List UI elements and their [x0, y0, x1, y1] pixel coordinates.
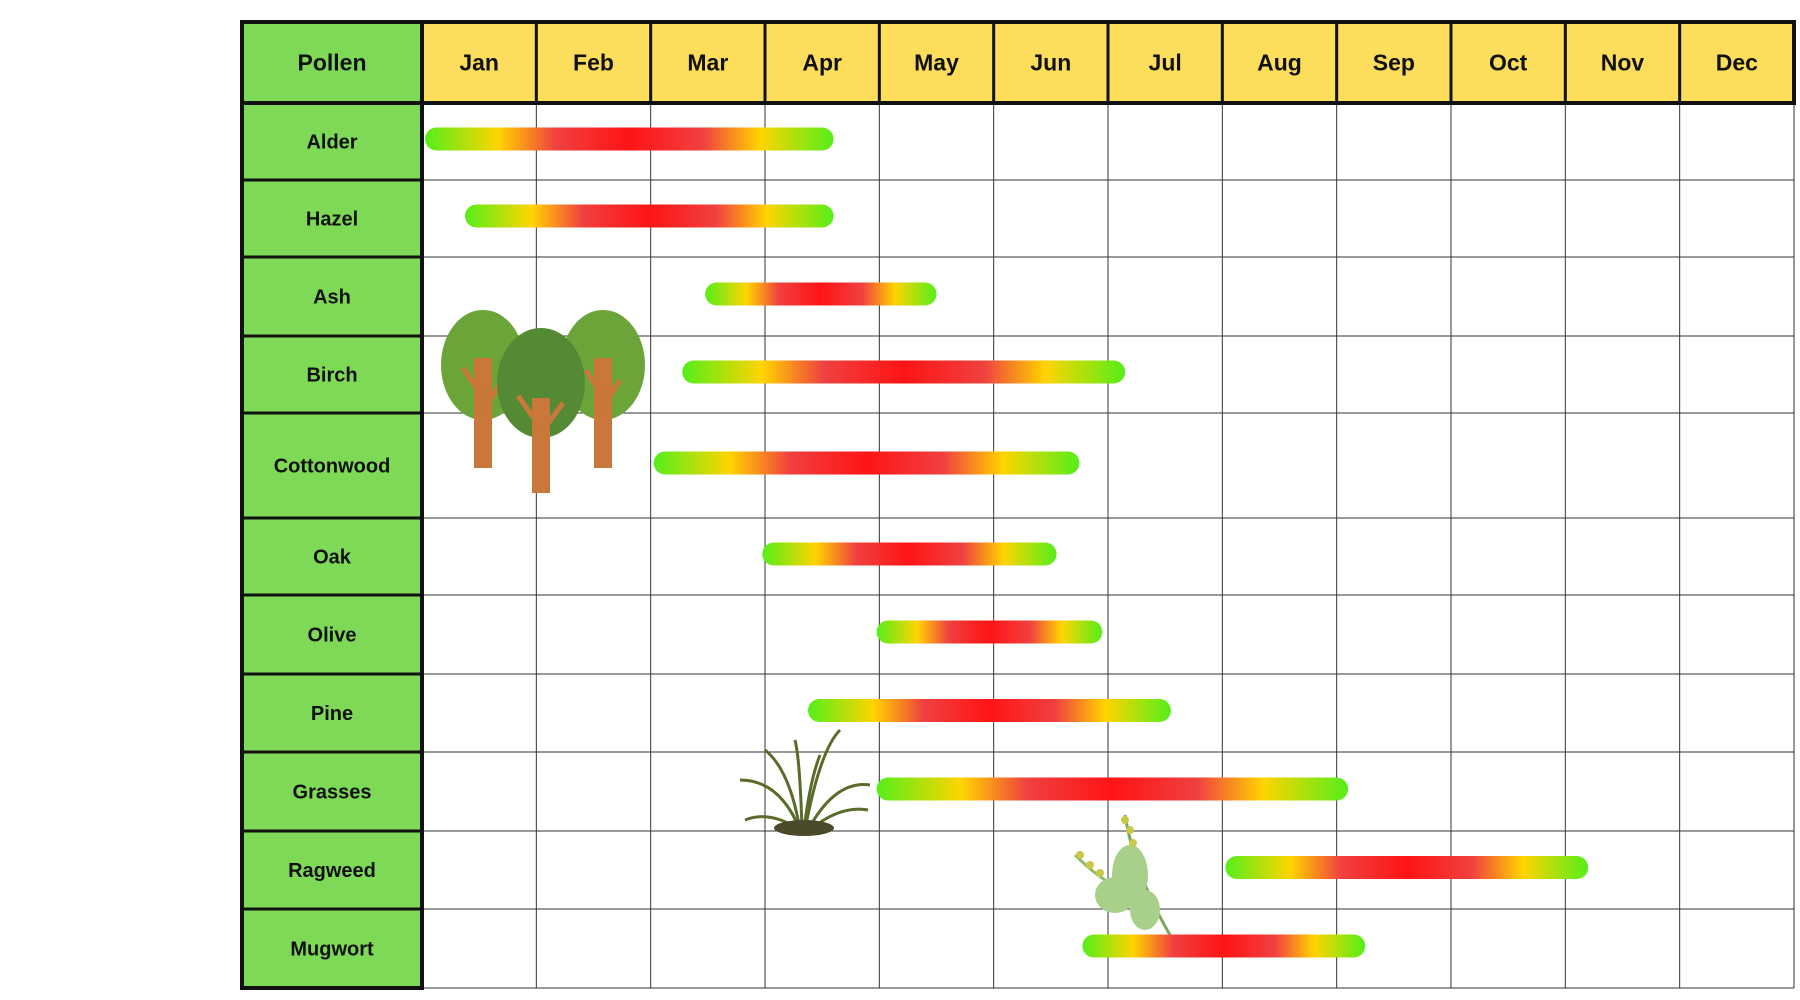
season-bar-hazel — [465, 204, 834, 228]
grid — [242, 22, 1795, 989]
row-label-grasses: Grasses — [293, 782, 372, 804]
label-column-border — [240, 20, 424, 990]
season-bar-ash — [705, 282, 937, 306]
ragweed-plant-icon — [1073, 814, 1172, 936]
row-label-alder: Alder — [306, 132, 357, 154]
month-label-mar: Mar — [687, 50, 728, 76]
row-label-ragweed: Ragweed — [288, 860, 376, 882]
month-label-oct: Oct — [1489, 50, 1528, 76]
season-bar-alder — [425, 127, 834, 151]
season-bar-ragweed — [1225, 856, 1589, 879]
grass-icon — [739, 728, 871, 836]
season-bar-oak — [762, 542, 1057, 566]
trees-icon — [441, 310, 645, 493]
row-label-ash: Ash — [313, 287, 351, 309]
season-bar-olive — [876, 620, 1103, 644]
month-label-jun: Jun — [1030, 50, 1071, 76]
month-label-sep: Sep — [1373, 50, 1415, 76]
row-label-birch: Birch — [306, 365, 357, 387]
corner-cell — [242, 22, 422, 103]
month-label-jul: Jul — [1149, 50, 1182, 76]
row-label-olive: Olive — [308, 625, 357, 647]
row-label-hazel: Hazel — [306, 209, 358, 231]
season-bar-cottonwood — [653, 451, 1080, 475]
month-label-may: May — [914, 50, 959, 76]
month-label-jan: Jan — [459, 50, 499, 76]
row-label-cottonwood: Cottonwood — [274, 456, 391, 478]
season-bar-mugwort — [1082, 934, 1366, 958]
pollen-label-column — [242, 103, 422, 988]
month-label-feb: Feb — [573, 50, 614, 76]
corner-label: Pollen — [297, 50, 366, 76]
month-label-aug: Aug — [1257, 50, 1302, 76]
season-bar-grasses — [876, 777, 1349, 801]
month-label-nov: Nov — [1601, 50, 1645, 76]
row-label-mugwort: Mugwort — [290, 939, 374, 961]
row-label-oak: Oak — [313, 547, 352, 569]
season-bar-pine — [808, 699, 1171, 722]
month-label-dec: Dec — [1716, 50, 1758, 76]
month-label-apr: Apr — [802, 50, 842, 76]
row-label-pine: Pine — [311, 703, 353, 725]
illustrations — [441, 310, 1172, 936]
season-bar-birch — [682, 360, 1126, 384]
